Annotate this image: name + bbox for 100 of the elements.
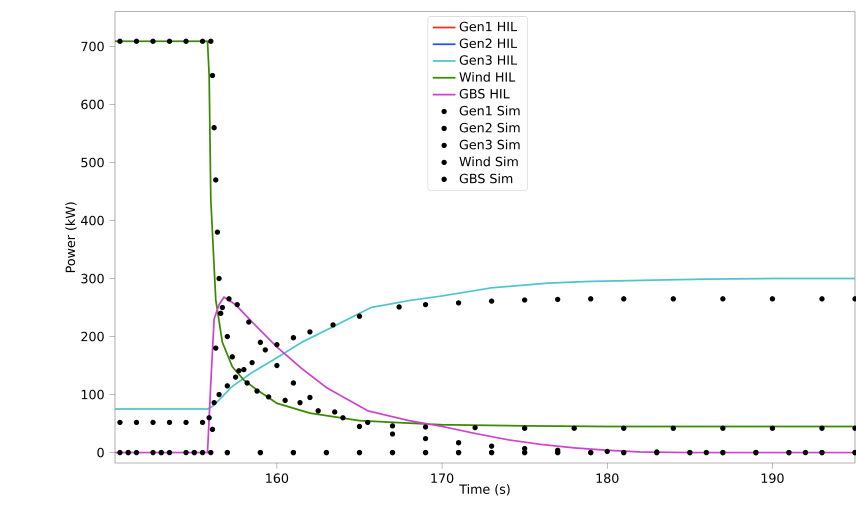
y-axis-title: Power (kW) — [65, 202, 77, 272]
point — [422, 302, 428, 308]
point — [290, 335, 296, 340]
point — [307, 329, 313, 335]
point — [621, 426, 626, 431]
point — [274, 362, 280, 368]
point — [266, 394, 272, 400]
x-tick-label: 170 — [431, 473, 454, 483]
point — [210, 426, 216, 432]
point — [117, 450, 123, 456]
y-tick-label: 500 — [81, 158, 104, 168]
point — [422, 424, 428, 430]
y-tick-label: 0 — [97, 448, 104, 458]
point — [213, 345, 218, 351]
point — [770, 296, 776, 302]
point — [522, 297, 528, 303]
point — [232, 374, 238, 380]
point — [720, 426, 726, 431]
point — [670, 296, 676, 302]
point — [390, 431, 396, 437]
point — [224, 383, 230, 389]
point — [290, 380, 296, 386]
point — [356, 424, 362, 430]
x-tick-label: 180 — [596, 473, 618, 483]
point — [456, 300, 462, 306]
point — [150, 38, 156, 44]
point — [117, 38, 123, 44]
point — [258, 340, 264, 346]
point — [200, 420, 206, 426]
point — [166, 38, 172, 44]
point — [488, 298, 494, 304]
y-tick-label: 700 — [81, 42, 104, 52]
point — [230, 354, 235, 360]
point — [396, 304, 402, 310]
point — [210, 72, 216, 78]
legend-label: Gen3 Sim — [460, 140, 520, 150]
point — [241, 366, 247, 372]
point — [244, 380, 250, 386]
point — [422, 436, 428, 442]
point — [555, 296, 560, 302]
point — [150, 450, 156, 456]
legend-label: Wind Sim — [459, 156, 518, 166]
legend-label: Gen3 HIL — [460, 55, 517, 65]
point — [770, 426, 776, 431]
point — [211, 125, 217, 130]
point — [316, 408, 321, 414]
y-tick-label: 600 — [81, 100, 104, 110]
y-tick-label: 400 — [81, 216, 104, 226]
point — [572, 426, 577, 431]
point — [213, 177, 218, 183]
point — [183, 450, 189, 456]
point — [208, 38, 214, 44]
line-series — [115, 278, 856, 410]
point — [262, 347, 268, 353]
point — [249, 360, 255, 366]
point — [522, 426, 528, 431]
y-tick-label: 300 — [81, 274, 104, 284]
point — [488, 444, 494, 449]
point — [670, 426, 676, 431]
point — [216, 276, 222, 282]
point — [621, 296, 626, 302]
point — [332, 409, 338, 415]
point — [214, 229, 220, 235]
point — [150, 420, 156, 426]
legend-label: Gen1 Sim — [460, 106, 520, 116]
x-axis-title: Time (s) — [459, 484, 510, 496]
point — [802, 450, 808, 456]
legend-label: Gen2 HIL — [460, 38, 517, 48]
point — [282, 398, 288, 404]
point — [226, 296, 232, 302]
point — [356, 314, 362, 319]
legend-label: Gen1 HIL — [460, 22, 517, 32]
y-tick-label: 100 — [82, 390, 104, 400]
point — [218, 310, 224, 316]
point — [208, 450, 214, 456]
point — [274, 342, 280, 348]
x-tick-label: 190 — [762, 473, 784, 483]
point — [330, 322, 336, 328]
point — [200, 38, 206, 44]
legend-label: GBS HIL — [460, 88, 510, 99]
legend-label: Wind HIL — [459, 72, 516, 82]
y-tick-label: 200 — [81, 332, 104, 342]
point — [307, 394, 313, 400]
point — [236, 368, 242, 374]
point — [206, 415, 212, 420]
point — [166, 450, 172, 456]
point — [819, 296, 825, 302]
legend-label: GBS Sim — [460, 174, 512, 184]
point — [246, 319, 252, 325]
point — [183, 38, 189, 44]
point — [704, 450, 710, 456]
point — [456, 440, 462, 446]
point — [254, 388, 260, 394]
point — [216, 392, 222, 398]
point — [211, 400, 217, 406]
legend-label: Gen2 Sim — [460, 122, 520, 132]
point — [220, 304, 226, 310]
point — [117, 420, 123, 426]
point — [819, 426, 825, 431]
point — [720, 296, 726, 302]
